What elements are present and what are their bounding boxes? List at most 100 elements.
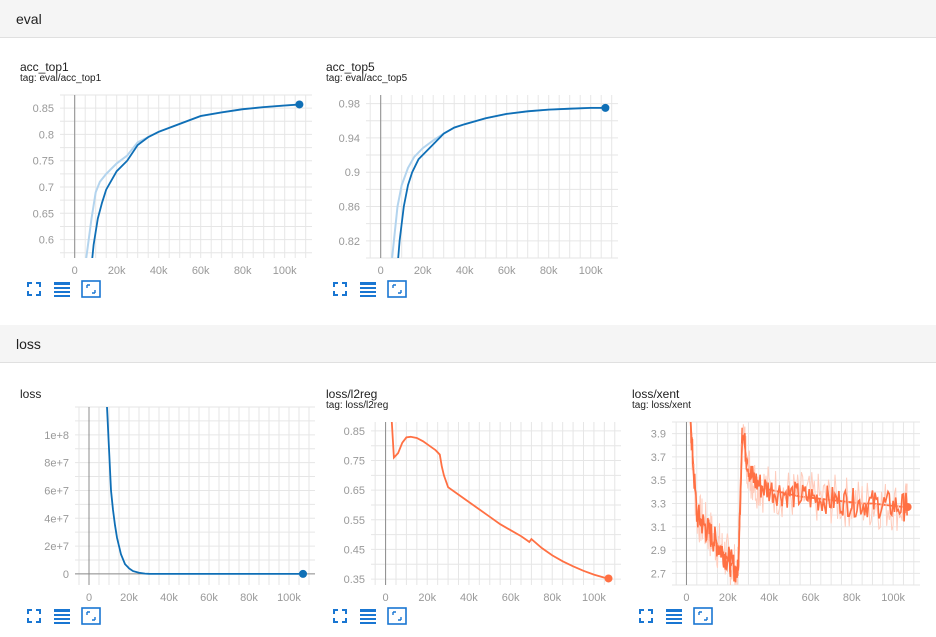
last-point-marker [601,103,610,112]
x-tick-label: 60k [802,592,820,604]
data-table-icon[interactable] [53,280,71,298]
chart-title: acc_top5 [326,60,375,74]
chart-card-loss-l2reg: loss/l2reg tag: loss/l2reg 0.35 0.45 0.55 0.6… [306,387,621,637]
y-tick-label: 2.7 [651,568,666,580]
data-table-icon[interactable] [53,607,71,625]
y-tick-label: 0.35 [344,574,365,586]
x-tick-label: 80k [540,265,558,277]
x-tick-label: 100k [277,592,301,604]
x-tick-label: 40k [760,592,778,604]
x-tick-label: 100k [582,592,606,604]
section-title: loss [16,336,41,352]
chart-svg: 0 2e+7 4e+7 6e+7 8e+7 1e+8 0 20k 40k 60k 80k 100k [44,406,315,604]
chart-title: loss/xent [632,387,680,401]
x-tick-label: 40k [460,592,478,604]
chart-svg: 2.7 2.9 3.1 3.3 3.5 3.7 3.9 0 20k 40k 60k 80k 100k [651,421,920,604]
chart-card-loss-xent: loss/xent tag: loss/xent 2.7 2.9 3.1 3.3 3.5 3.… [612,387,920,637]
chart-tag: tag: loss/l2reg [326,400,389,411]
fit-domain-icon[interactable] [693,607,713,625]
x-tick-label: 100k [579,265,603,277]
x-tick-label: 0 [378,265,384,277]
chart-svg: 0.35 0.45 0.55 0.65 0.75 0.85 0 20k 40k 60k 80k 100… [344,422,621,604]
section-header-eval[interactable]: eval [0,0,936,38]
chart-tag: tag: loss/xent [632,400,691,411]
series-line-smoothed [390,422,609,580]
last-point-marker [604,574,613,583]
chart-tag: tag: eval/acc_top5 [326,73,408,84]
y-tick-label: 8e+7 [44,458,69,470]
y-tick-label: 2.9 [651,545,666,557]
y-tick-label: 6e+7 [44,485,69,497]
y-tick-label: 0.55 [344,515,365,527]
y-tick-label: 0.65 [33,208,54,220]
x-tick-label: 100k [273,265,297,277]
fit-domain-icon[interactable] [387,280,407,298]
section-header-loss[interactable]: loss [0,325,936,363]
data-table-icon[interactable] [359,607,377,625]
expand-icon[interactable] [637,607,655,625]
x-tick-label: 80k [234,265,252,277]
y-tick-label: 0.65 [344,485,365,497]
y-tick-label: 0.85 [344,426,365,438]
expand-icon[interactable] [25,280,43,298]
x-tick-label: 20k [719,592,737,604]
y-tick-label: 0.94 [339,133,360,145]
x-tick-label: 0 [383,592,389,604]
chart-title: acc_top1 [20,60,69,74]
chart-card-acc-top1: acc_top1 tag: eval/acc_top1 0.6 0.65 0.7 0.75… [0,60,312,310]
chart-card-loss: loss 0 2e+7 4e+7 6e+7 8e+7 1e+8 0 20k 40k 60k 80k 10… [0,387,315,637]
chart-tag: tag: eval/acc_top1 [20,73,102,84]
y-tick-label: 3.3 [651,499,666,511]
series-line-smoothed-noise [689,422,908,583]
y-tick-label: 0.75 [33,156,54,168]
data-table-icon[interactable] [359,280,377,298]
x-tick-label: 40k [160,592,178,604]
y-tick-label: 0.85 [33,103,54,115]
x-tick-label: 20k [108,265,126,277]
y-tick-label: 0.86 [339,202,360,214]
y-tick-label: 2e+7 [44,541,69,553]
y-tick-label: 0.82 [339,236,360,248]
fit-domain-icon[interactable] [387,607,407,625]
fit-domain-icon[interactable] [81,607,101,625]
expand-icon[interactable] [331,280,349,298]
y-tick-label: 4e+7 [44,513,69,525]
y-tick-label: 3.9 [651,429,666,441]
y-tick-label: 0.6 [39,235,54,247]
series-line-smoothed [397,107,606,258]
x-tick-label: 0 [683,592,689,604]
y-tick-label: 3.5 [651,475,666,487]
series-line-smoothed [106,407,303,575]
x-tick-label: 40k [456,265,474,277]
expand-icon[interactable] [25,607,43,625]
x-tick-label: 60k [200,592,218,604]
x-tick-label: 80k [843,592,861,604]
y-tick-label: 0.9 [345,167,360,179]
y-tick-label: 0.98 [339,99,360,111]
chart-title: loss/l2reg [326,387,378,401]
data-table-icon[interactable] [665,607,683,625]
chart-svg: 0.82 0.86 0.9 0.94 0.98 0 20k 40k 60k 80k 100k [339,95,618,277]
y-tick-label: 0.7 [39,182,54,194]
x-tick-label: 40k [150,265,168,277]
x-tick-label: 0 [86,592,92,604]
x-tick-label: 60k [498,265,516,277]
y-tick-label: 0.8 [39,129,54,141]
x-tick-label: 20k [414,265,432,277]
series-line-raw [391,106,606,258]
section-title: eval [16,11,42,27]
x-tick-label: 100k [881,592,905,604]
y-tick-label: 0.75 [344,456,365,468]
x-tick-label: 60k [192,265,210,277]
series-line-raw [85,103,300,258]
chart-title: loss [20,387,42,401]
series-line-smoothed [91,103,300,258]
fit-domain-icon[interactable] [81,280,101,298]
expand-icon[interactable] [331,607,349,625]
y-tick-label: 0.45 [344,544,365,556]
last-point-marker [295,100,304,109]
y-tick-label: 0 [63,569,69,581]
y-tick-label: 3.1 [651,522,666,534]
x-tick-label: 0 [72,265,78,277]
chart-svg: 0.6 0.65 0.7 0.75 0.8 0.85 0 20k 40k 60k 80k 100k [33,94,312,277]
